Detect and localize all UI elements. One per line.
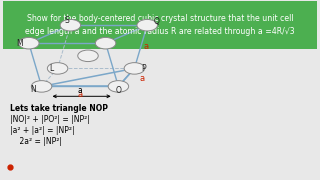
Text: S: S (65, 16, 69, 25)
Circle shape (124, 63, 145, 74)
Circle shape (108, 81, 129, 92)
Text: P: P (142, 64, 146, 73)
Text: |a² + |a²| = |NP²|: |a² + |a²| = |NP²| (10, 126, 74, 135)
Circle shape (47, 63, 68, 74)
Text: a: a (143, 42, 148, 51)
Text: N: N (30, 85, 36, 94)
Text: Show for the body-centered cubic crystal structure that the unit cell
edge lengt: Show for the body-centered cubic crystal… (25, 14, 295, 36)
Text: a: a (78, 86, 82, 95)
Text: |NO|² + |PO²| = |NP²|: |NO|² + |PO²| = |NP²| (10, 115, 90, 124)
Circle shape (60, 19, 81, 31)
Text: 2a² = |NP²|: 2a² = |NP²| (10, 137, 61, 146)
Text: M: M (17, 39, 23, 48)
Text: a: a (77, 90, 83, 99)
Circle shape (31, 81, 52, 92)
Circle shape (95, 37, 116, 49)
Circle shape (19, 37, 39, 49)
Text: O: O (116, 86, 121, 95)
Text: a: a (140, 74, 145, 83)
Text: L: L (49, 64, 53, 73)
FancyBboxPatch shape (3, 1, 317, 49)
Text: Lets take triangle NOP: Lets take triangle NOP (10, 104, 108, 113)
Circle shape (78, 50, 98, 62)
Circle shape (137, 19, 157, 31)
Text: Q: Q (153, 17, 159, 26)
